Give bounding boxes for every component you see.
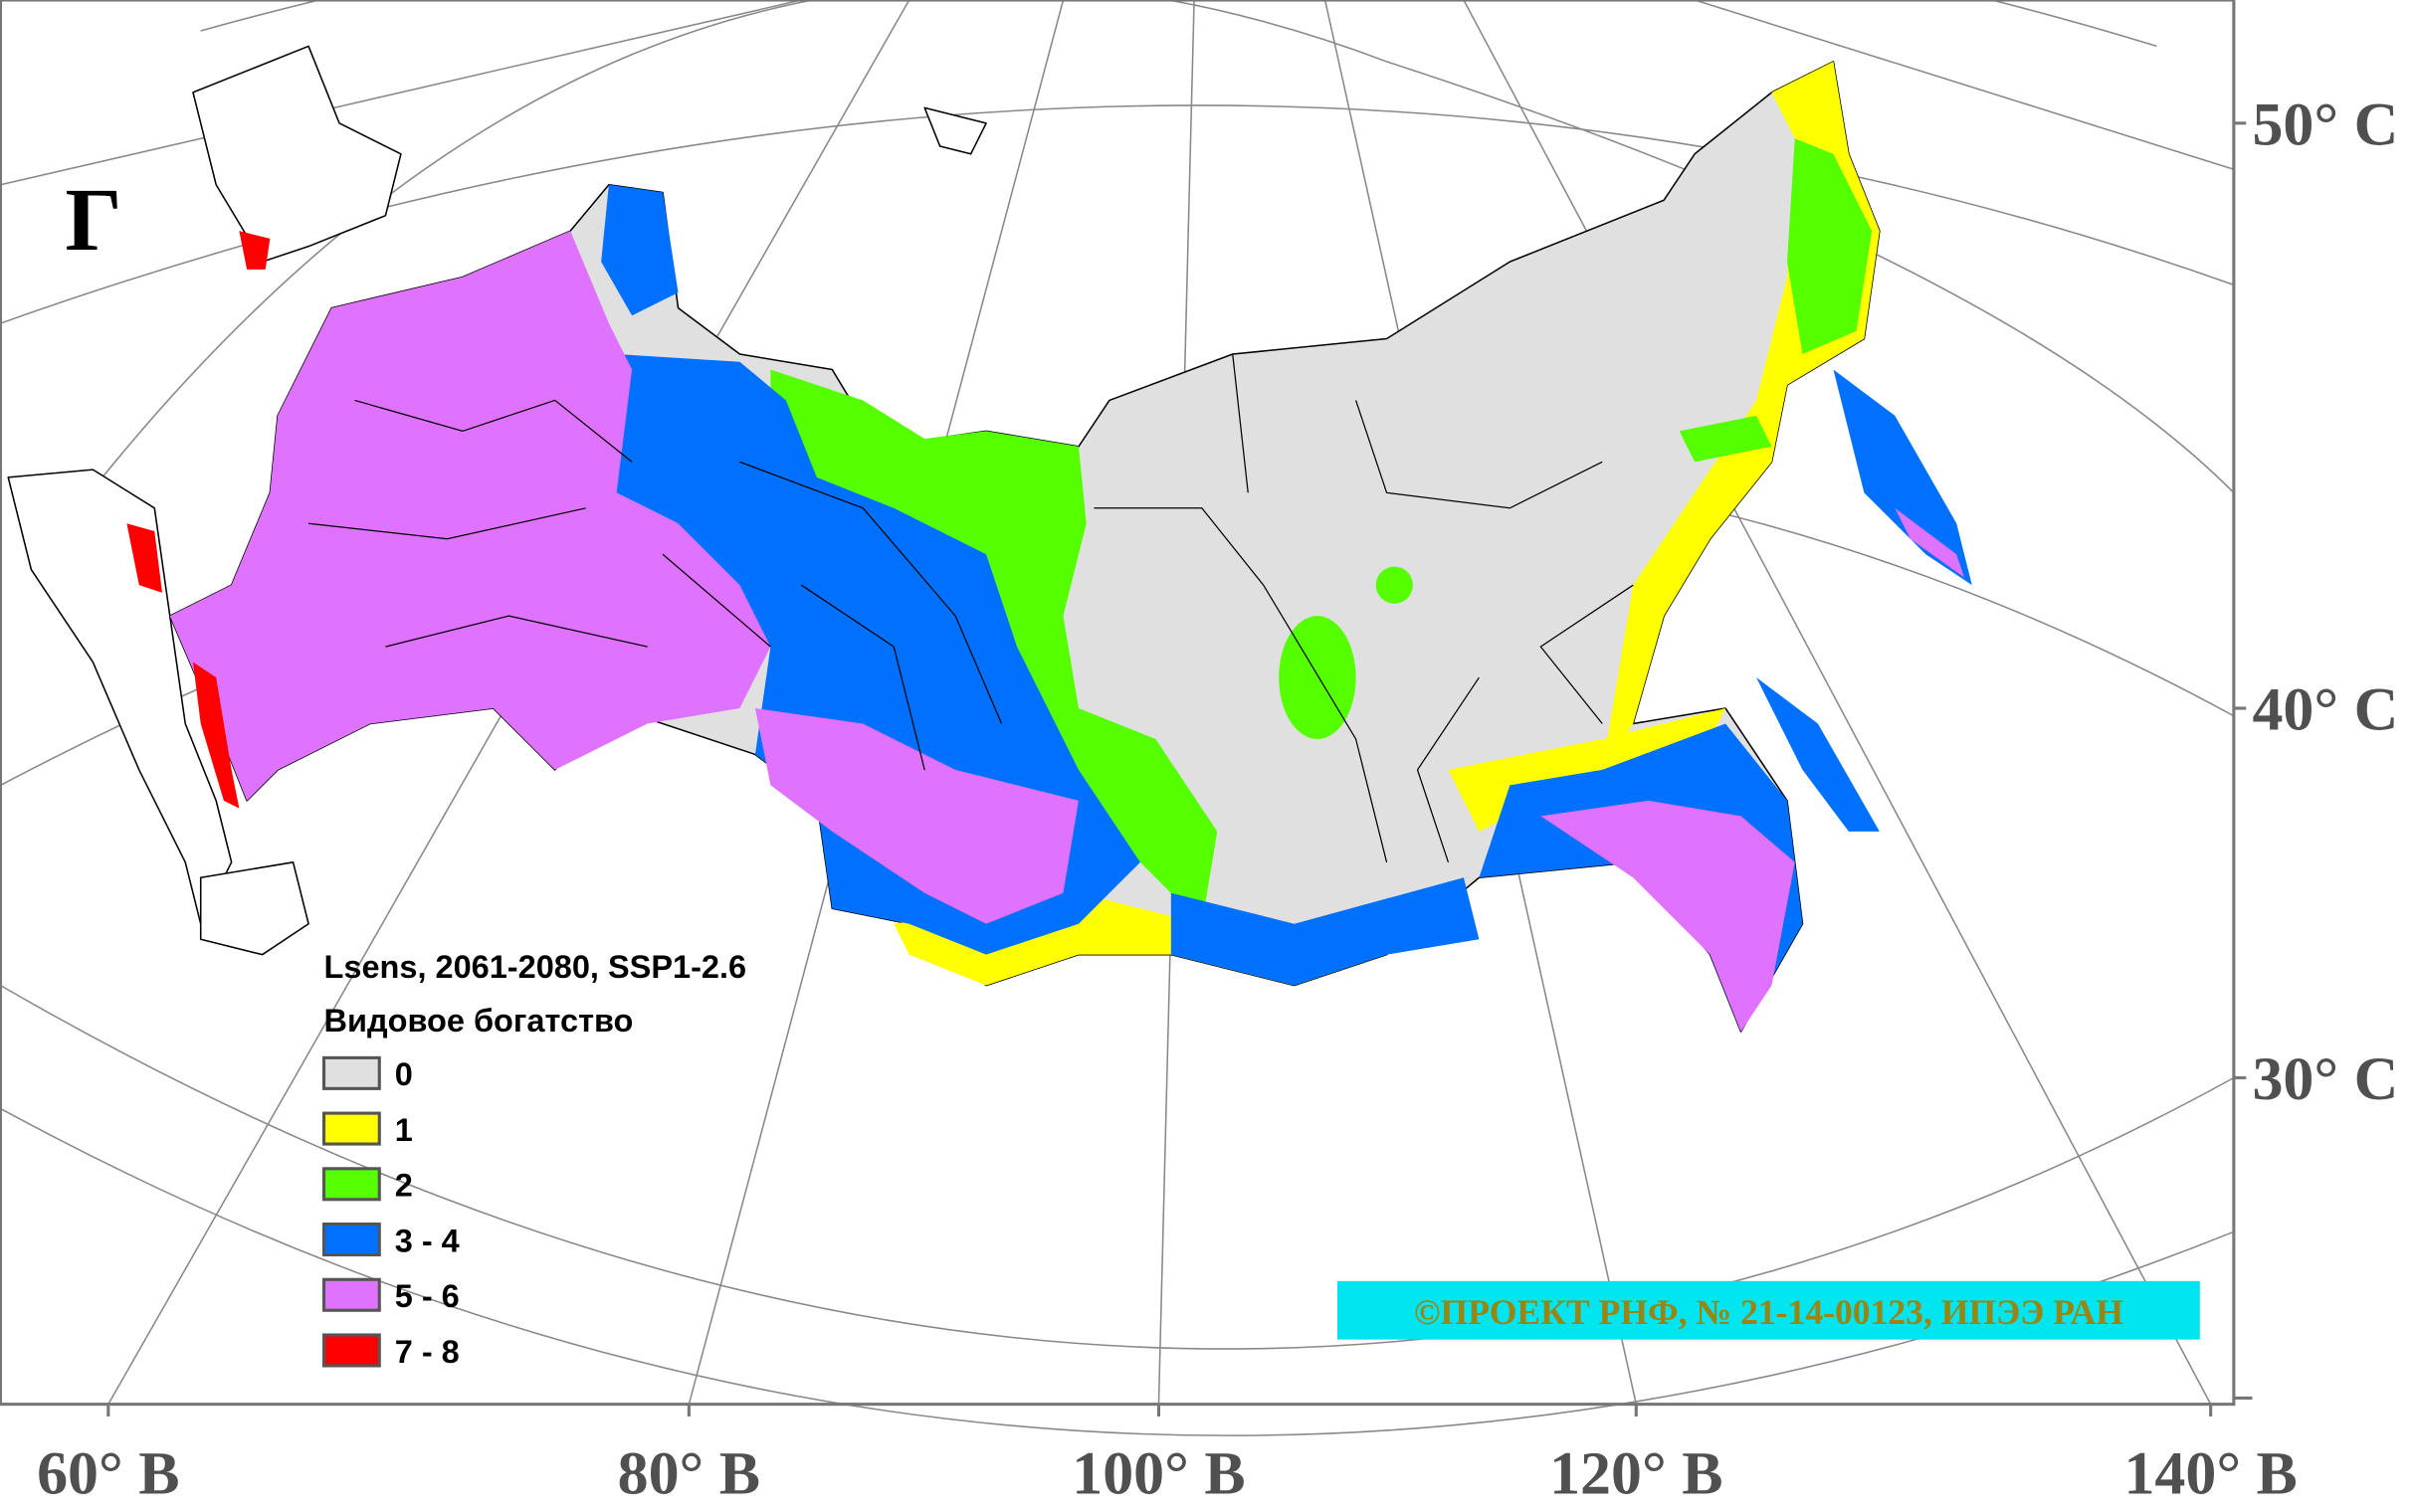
credit: ©ПРОЕКТ РНФ, № 21-14-00123, ИПЭЭ РАН (1414, 1292, 2123, 1332)
legend-swatch (321, 1277, 381, 1312)
latitude-labels: 50° С 40° С 30° С (2252, 91, 2398, 1113)
legend-swatch (321, 1167, 381, 1202)
class-area (770, 369, 1218, 924)
legend-label: 1 (395, 1112, 413, 1148)
legend-label: 0 (395, 1056, 413, 1092)
legend-label: 7 - 8 (395, 1334, 460, 1370)
class-area (1786, 138, 1873, 355)
longitude-label: 100° В (1072, 1439, 1245, 1507)
latitude-label: 50° С (2252, 91, 2398, 158)
latitude-label: 30° С (2252, 1045, 2398, 1113)
class-area (601, 184, 679, 316)
class-area (1279, 616, 1356, 739)
longitude-label: 140° В (2123, 1439, 2297, 1507)
class-area (126, 523, 163, 593)
legend: Lsens, 2061-2080, SSP1-2.6 Видовое богат… (321, 949, 747, 1370)
legend-swatch (321, 1111, 381, 1146)
latitude-label: 40° С (2252, 676, 2398, 744)
legend-swatch (321, 1055, 381, 1090)
class-area (1756, 677, 1880, 832)
class-area (169, 231, 771, 801)
ticks (106, 121, 2253, 1418)
class-area (192, 662, 240, 809)
longitude-labels: 60° В 80° В 100° В 120° В 140° В (37, 1439, 2298, 1507)
longitude-label: 120° В (1549, 1439, 1722, 1507)
parallel (0, 984, 2235, 1350)
legend-label: 3 - 4 (395, 1223, 460, 1258)
class-area (1895, 507, 1964, 578)
richness-areas (126, 61, 1972, 1033)
meridian (0, 0, 802, 186)
legend-label: 5 - 6 (395, 1278, 460, 1314)
class-area (239, 231, 271, 270)
meridian (1694, 0, 2235, 171)
parallel (0, 1107, 2235, 1436)
legend-label: 2 (395, 1168, 413, 1204)
region-boundaries (307, 353, 1634, 862)
frame (0, 0, 2236, 1407)
panel-label: Г (65, 171, 121, 270)
neighbour-outlines (7, 45, 987, 956)
longitude-label: 60° В (37, 1439, 179, 1507)
credit-box (1337, 1280, 2200, 1340)
legend-subtitle: Видовое богатство (324, 1003, 634, 1039)
legend-title: Lsens, 2061-2080, SSP1-2.6 (324, 949, 747, 985)
longitude-label: 80° В (618, 1439, 760, 1507)
class-area (1540, 800, 1795, 1033)
legend-swatch (321, 1333, 381, 1368)
legend-swatch (321, 1223, 381, 1257)
class-area (1679, 415, 1772, 463)
class-area (1833, 369, 1972, 586)
class-area (1375, 566, 1413, 604)
class-area (754, 708, 1079, 924)
class-area (1170, 877, 1480, 986)
